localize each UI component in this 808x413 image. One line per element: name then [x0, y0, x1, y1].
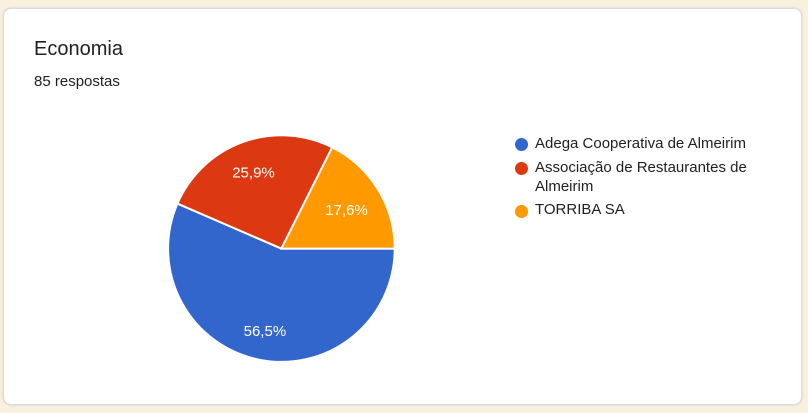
svg-text:17,6%: 17,6% [325, 202, 368, 219]
svg-text:56,5%: 56,5% [244, 323, 287, 340]
svg-text:25,9%: 25,9% [232, 165, 275, 182]
